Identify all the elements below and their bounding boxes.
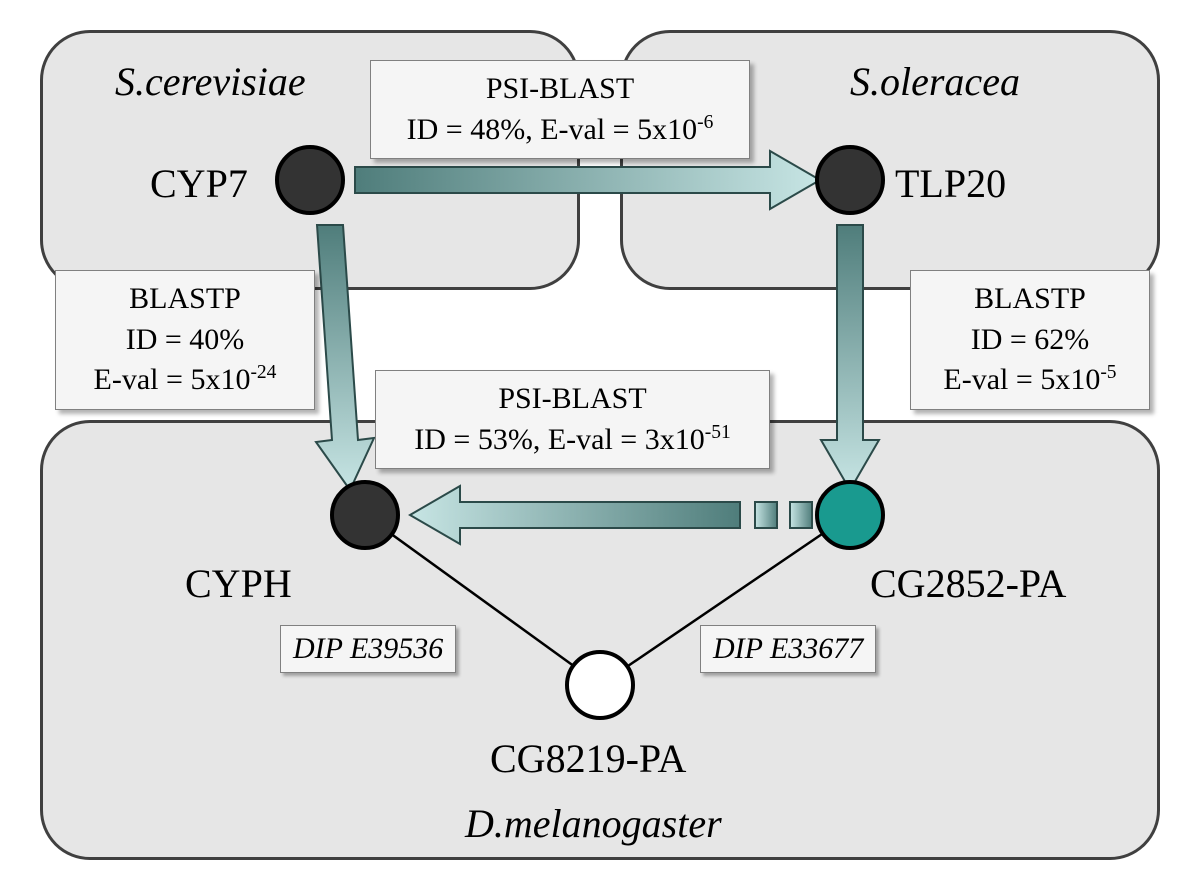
annot-stat: E-val = 5x10-5 [925,360,1135,401]
dip-cg2852-cg8219: DIP E33677 [700,625,876,673]
annot-title: BLASTP [925,279,1135,320]
label-cg8219: CG8219-PA [490,735,686,782]
annot-cyp7-cyph: BLASTP ID = 40% E-val = 5x10-24 [55,270,315,410]
node-tlp20 [815,145,885,215]
dip-cyph-cg8219: DIP E39536 [280,625,456,673]
panel-melanogaster [40,420,1160,860]
annot-stat: ID = 62% [925,320,1135,361]
annot-stat: ID = 48%, E-val = 5x10-6 [385,110,735,151]
annot-tlp20-cg2852: BLASTP ID = 62% E-val = 5x10-5 [910,270,1150,410]
annot-cg2852-cyph: PSI-BLAST ID = 53%, E-val = 3x10-51 [375,370,770,469]
diagram-canvas: PSI-BLAST ID = 48%, E-val = 5x10-6 BLAST… [0,0,1200,895]
label-cg2852: CG2852-PA [870,560,1066,607]
label-cyp7: CYP7 [150,160,248,207]
annot-stat: ID = 40% [70,320,300,361]
label-cerevisiae: S.cerevisiae [115,58,306,105]
label-cyph: CYPH [185,560,292,607]
annot-cyp7-tlp20: PSI-BLAST ID = 48%, E-val = 5x10-6 [370,60,750,159]
annot-title: PSI-BLAST [390,379,755,420]
node-cg8219 [565,650,635,720]
annot-title: PSI-BLAST [385,69,735,110]
annot-stat: E-val = 5x10-24 [70,360,300,401]
node-cyp7 [275,145,345,215]
label-oleracea: S.oleracea [850,58,1020,105]
annot-title: BLASTP [70,279,300,320]
annot-stat: ID = 53%, E-val = 3x10-51 [390,420,755,461]
node-cg2852 [815,480,885,550]
node-cyph [330,480,400,550]
label-tlp20: TLP20 [895,160,1006,207]
label-melanogaster: D.melanogaster [465,800,722,847]
